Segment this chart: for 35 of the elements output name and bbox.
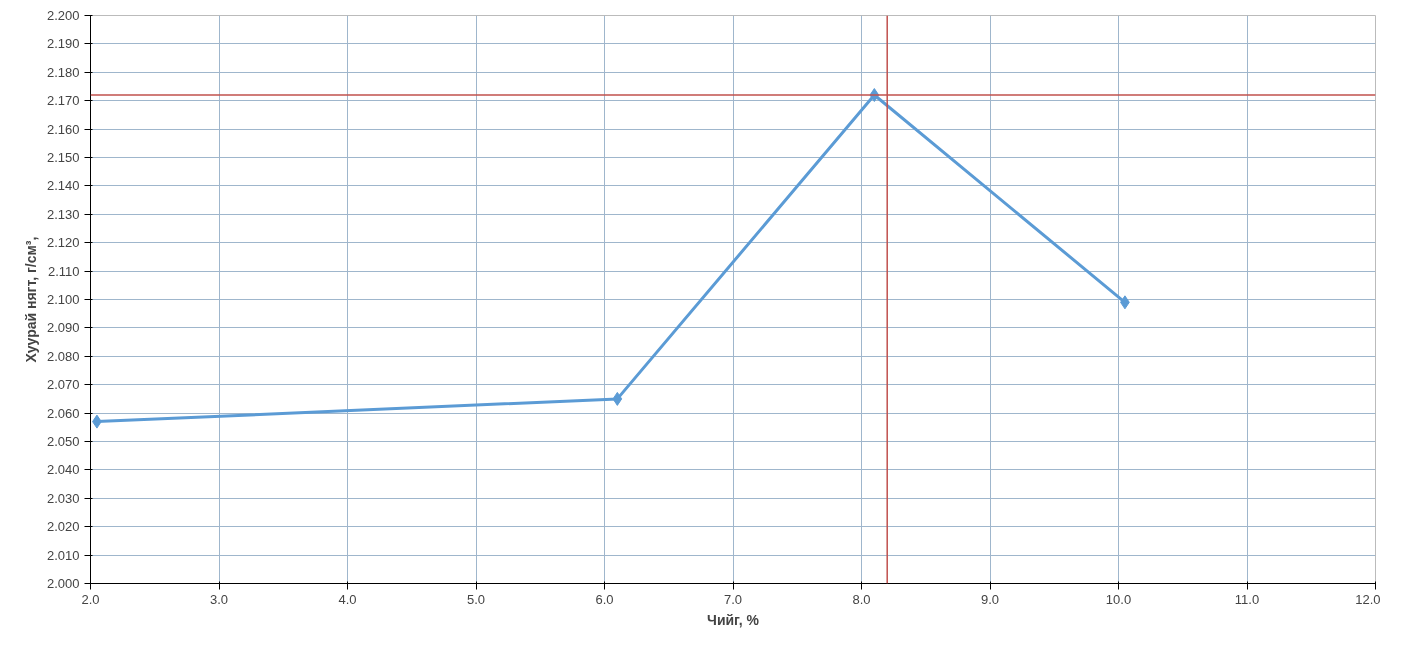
y-axis-title: Хуурай нягт, г/см³, (22, 236, 39, 363)
x-tick-label: 11.0 (1234, 591, 1260, 607)
y-tick-label: 2.190 (46, 36, 80, 52)
x-tick-label: 4.0 (338, 591, 357, 607)
x-tick-label: 10.0 (1105, 591, 1132, 607)
y-tick-label: 2.130 (46, 206, 80, 222)
x-tick-label: 3.0 (209, 591, 229, 607)
point (612, 391, 623, 406)
x-tick-label: 9.0 (980, 591, 1000, 607)
x-tick-label: 12.0 (1355, 591, 1381, 607)
y-tick-label: 2.170 (46, 93, 80, 109)
y-tick-label: 2.100 (46, 292, 80, 307)
y-tick-label: 2.010 (46, 547, 80, 563)
x-tick-label: 5.0 (466, 591, 486, 607)
x-tick-label: 6.0 (595, 591, 614, 607)
y-tick-label: 2.060 (46, 405, 80, 421)
x-tick-label: 7.0 (723, 591, 743, 607)
y-tick-label: 2.030 (46, 490, 80, 506)
y-tick-label: 2.200 (46, 8, 80, 23)
x-tick-label: 2.0 (81, 591, 100, 607)
y-tick-label: 2.160 (46, 121, 80, 137)
y-tick-label: 2.000 (46, 576, 80, 591)
y-tick-label: 2.090 (46, 320, 80, 336)
y-tick-label: 2.050 (46, 434, 80, 449)
y-tick-label: 2.070 (46, 377, 80, 393)
y-tick-label: 2.040 (46, 462, 80, 478)
x-axis-title: Чийг, % (707, 611, 760, 628)
y-tick-label: 2.150 (46, 150, 80, 165)
y-tick-label: 2.080 (46, 348, 80, 364)
y-tick-label: 2.180 (46, 64, 80, 80)
y-tick-label: 2.110 (47, 263, 80, 279)
y-tick-label: 2.020 (46, 519, 80, 535)
y-tick-label: 2.140 (46, 178, 80, 194)
x-tick-label: 8.0 (852, 591, 871, 607)
y-tick-label: 2.120 (46, 235, 80, 251)
